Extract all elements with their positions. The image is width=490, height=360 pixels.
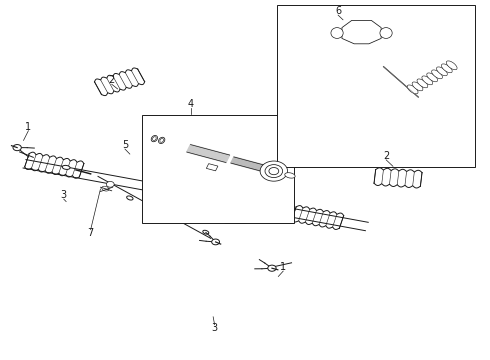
Ellipse shape [412,82,423,91]
Ellipse shape [407,85,418,94]
Ellipse shape [446,61,457,70]
Bar [206,164,218,171]
Text: 6: 6 [335,6,341,16]
Bar [142,115,294,223]
Text: 2: 2 [383,150,389,161]
Ellipse shape [285,173,295,178]
Ellipse shape [441,64,452,73]
Ellipse shape [437,67,447,76]
Text: 5: 5 [122,140,128,150]
Ellipse shape [417,79,428,88]
Text: 4: 4 [188,99,194,109]
Circle shape [269,167,279,175]
Ellipse shape [159,137,165,144]
Circle shape [265,165,283,177]
Polygon shape [187,145,230,162]
Circle shape [268,265,276,271]
Circle shape [213,164,233,178]
Ellipse shape [62,165,70,170]
Text: 3: 3 [61,190,67,200]
Circle shape [241,192,254,201]
Text: 1: 1 [25,122,31,132]
Circle shape [226,174,239,183]
Ellipse shape [432,70,442,79]
Circle shape [217,166,229,176]
Ellipse shape [126,196,133,200]
Polygon shape [342,21,381,44]
Circle shape [260,161,288,181]
Text: 7: 7 [88,228,94,238]
Circle shape [212,239,220,245]
Text: 3: 3 [212,323,218,333]
Polygon shape [231,157,266,172]
Ellipse shape [331,28,343,39]
Ellipse shape [380,28,392,39]
Circle shape [106,181,114,187]
Text: 2: 2 [109,75,115,85]
Circle shape [236,183,249,192]
Text: 1: 1 [280,262,286,272]
Ellipse shape [203,230,209,234]
Circle shape [13,145,22,151]
Bar [277,5,475,167]
Ellipse shape [427,73,438,82]
Ellipse shape [151,135,157,142]
Ellipse shape [422,76,433,85]
